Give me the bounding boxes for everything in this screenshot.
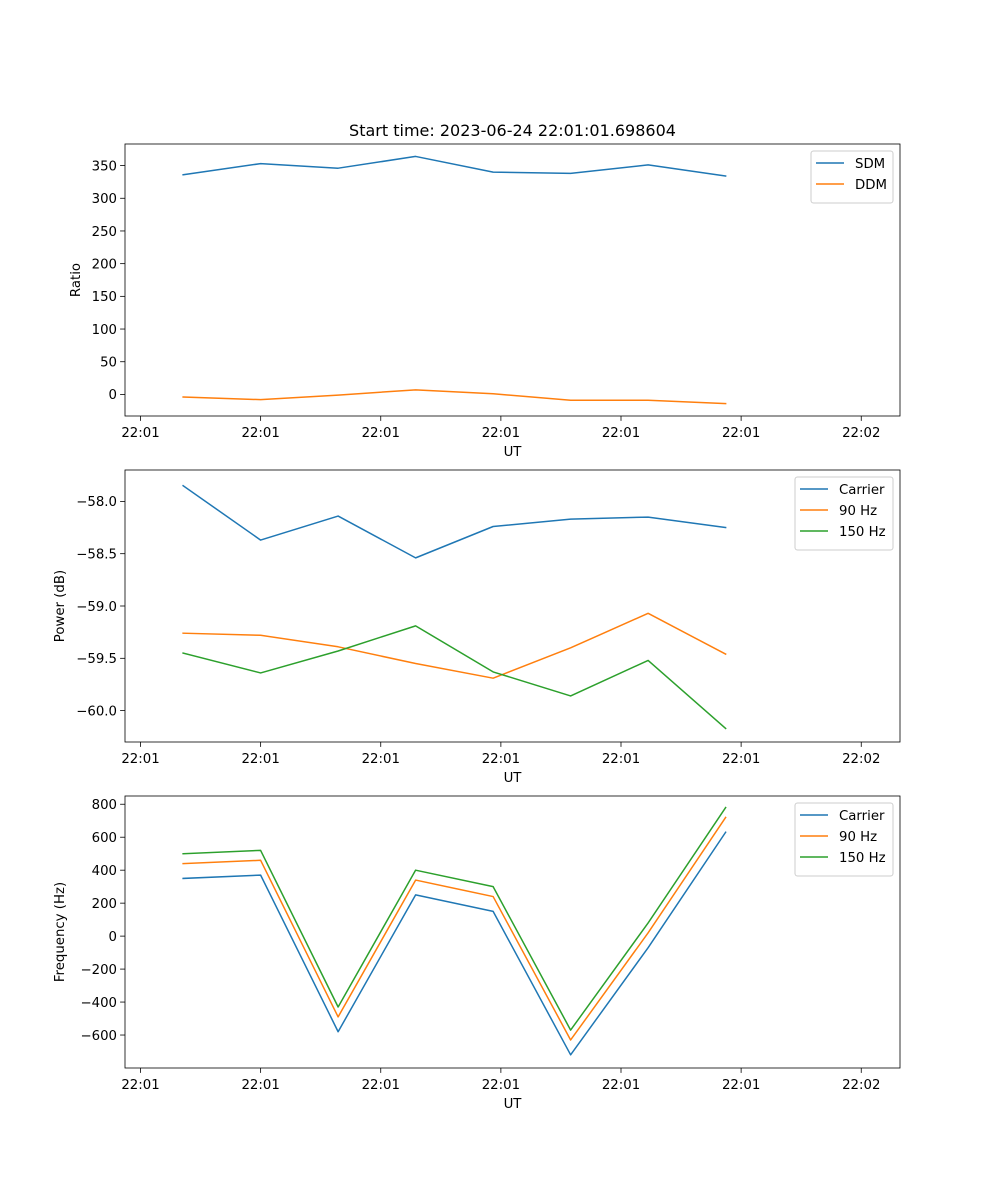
subplot-1: 22:01 22:01 22:01 22:01 22:01 22:01 22:02 0 50 10…: [69, 143, 901, 460]
x-tick-label: 22:01: [602, 752, 640, 767]
figure-title: Start time: 2023-06-24 22:01:01.698604: [349, 121, 676, 140]
y-tick-label: 50: [100, 356, 117, 371]
y-tick-label: 0: [109, 930, 117, 945]
series-line-sdm: [182, 155, 727, 177]
series-line-90-hz: [182, 612, 727, 679]
y-tick-label: −58.5: [76, 547, 117, 562]
series-line-150-hz: [182, 806, 727, 1031]
x-tick-label: 22:01: [121, 1078, 159, 1093]
x-tick-label: 22:01: [722, 426, 760, 441]
x-tick-label: 22:01: [482, 752, 520, 767]
legend-label: 150 Hz: [839, 851, 886, 866]
x-tick-label: 22:01: [602, 1078, 640, 1093]
y-tick-label: −400: [80, 996, 117, 1011]
y-tick-label: 200: [92, 257, 117, 272]
y-tick-label: 200: [92, 897, 117, 912]
y-tick-label: 300: [92, 192, 117, 207]
legend-label: 150 Hz: [839, 525, 886, 540]
x-tick-label: 22:01: [121, 752, 159, 767]
x-tick-label: 22:01: [241, 426, 279, 441]
y-tick-label: 600: [92, 831, 117, 846]
series-line-150-hz: [182, 625, 727, 730]
x-tick-label: 22:01: [362, 426, 400, 441]
axes-frame: [124, 795, 901, 1069]
legend-label: Carrier: [839, 809, 885, 824]
y-tick-label: −200: [80, 963, 117, 978]
x-axis-label: UT: [504, 1097, 523, 1112]
x-tick-label: 22:01: [241, 752, 279, 767]
x-tick-label: 22:01: [241, 1078, 279, 1093]
x-axis-label: UT: [504, 445, 523, 460]
series-line-carrier: [182, 831, 727, 1056]
subplot-2: 22:01 22:01 22:01 22:01 22:01 22:01 22:02 −60.0…: [53, 469, 901, 786]
axes-frame: [124, 143, 901, 417]
y-tick-label: −59.0: [76, 600, 117, 615]
y-tick-label: 800: [92, 798, 117, 813]
x-tick-label: 22:02: [842, 426, 880, 441]
series-line-90-hz: [182, 816, 727, 1041]
y-tick-label: 400: [92, 864, 117, 879]
x-tick-label: 22:01: [121, 426, 159, 441]
legend-label: Carrier: [839, 483, 885, 498]
y-tick-label: −600: [80, 1029, 117, 1044]
series-line-carrier: [182, 484, 727, 559]
x-tick-label: 22:01: [482, 426, 520, 441]
y-tick-label: 350: [92, 159, 117, 174]
x-tick-label: 22:02: [842, 752, 880, 767]
legend-label: SDM: [855, 157, 885, 172]
subplots: 22:01 22:01 22:01 22:01 22:01 22:01 22:02 0 50 10…: [53, 143, 901, 1112]
series-line-ddm: [182, 389, 727, 405]
y-tick-label: 0: [109, 388, 117, 403]
legend-label: 90 Hz: [839, 504, 877, 519]
x-axis-label: UT: [504, 771, 523, 786]
legend-label: 90 Hz: [839, 830, 877, 845]
x-tick-label: 22:01: [362, 1078, 400, 1093]
x-tick-label: 22:02: [842, 1078, 880, 1093]
y-tick-label: −58.0: [76, 495, 117, 510]
x-tick-label: 22:01: [602, 426, 640, 441]
y-axis-label: Frequency (Hz): [53, 882, 68, 982]
y-tick-label: 100: [92, 323, 117, 338]
subplot-3: 22:01 22:01 22:01 22:01 22:01 22:01 22:02 −600 −…: [53, 795, 901, 1112]
y-tick-label: −60.0: [76, 704, 117, 719]
y-tick-label: 250: [92, 225, 117, 240]
x-tick-label: 22:01: [362, 752, 400, 767]
y-axis-label: Power (dB): [53, 570, 68, 642]
legend: Carrier 90 Hz 150 Hz: [794, 802, 894, 877]
legend-box: [810, 150, 894, 204]
y-tick-label: −59.5: [76, 652, 117, 667]
y-tick-label: 150: [92, 290, 117, 305]
legend: SDM DDM: [810, 150, 894, 204]
x-tick-label: 22:01: [482, 1078, 520, 1093]
x-tick-label: 22:01: [722, 1078, 760, 1093]
x-tick-label: 22:01: [722, 752, 760, 767]
legend-label: DDM: [855, 178, 887, 193]
y-axis-label: Ratio: [69, 263, 84, 297]
legend: Carrier 90 Hz 150 Hz: [794, 476, 894, 551]
